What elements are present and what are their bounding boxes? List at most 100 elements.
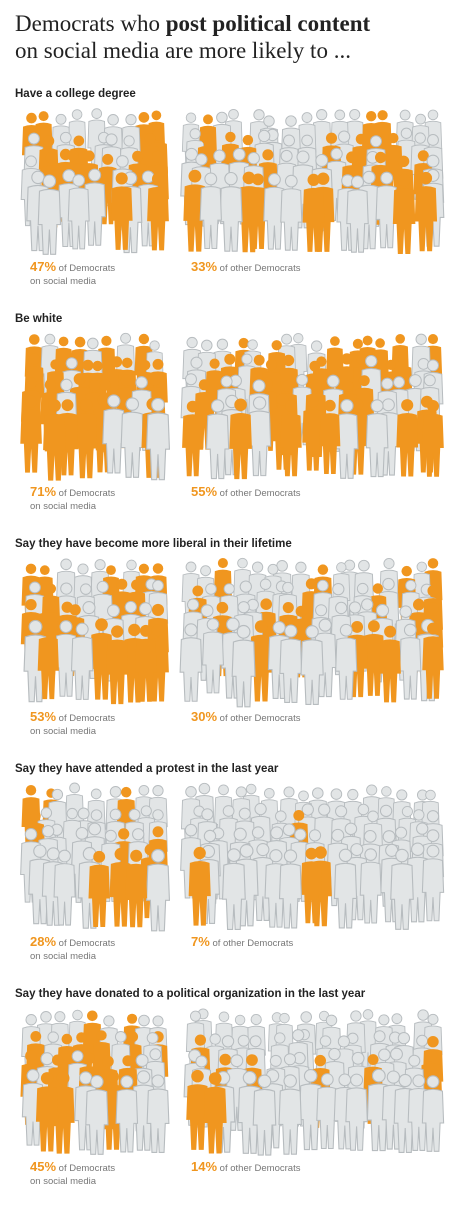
headline: Democrats who post political content on s… bbox=[15, 10, 455, 64]
group-label-line2: on social media bbox=[30, 501, 97, 512]
other-democrats-crowd bbox=[180, 332, 444, 480]
chart-section: Have a college degree 47% of Democrats on … bbox=[0, 88, 467, 313]
other-highlight-person bbox=[229, 398, 252, 480]
other-person bbox=[335, 623, 358, 700]
social-media-person bbox=[37, 174, 62, 255]
group-label-line2: on social media bbox=[30, 276, 97, 287]
group-label: of other Democrats bbox=[219, 713, 301, 724]
social-media-crowd bbox=[20, 108, 169, 255]
social-media-highlight-person bbox=[88, 850, 110, 928]
social-media-highlight-person bbox=[43, 399, 66, 481]
social-media-highlight-person bbox=[135, 624, 157, 702]
group-label: of Democrats bbox=[58, 938, 116, 949]
percent-label: 53% bbox=[30, 709, 57, 724]
other-highlight-person bbox=[302, 395, 324, 471]
other-highlight-person bbox=[249, 620, 273, 702]
other-highlight-person bbox=[280, 400, 302, 477]
social-media-highlight-person bbox=[35, 1072, 59, 1152]
social-media-person bbox=[102, 394, 126, 474]
section-title: Say they have donated to a political org… bbox=[15, 988, 366, 1000]
social-media-person bbox=[53, 849, 76, 926]
other-person bbox=[390, 848, 414, 930]
social-media-highlight-person bbox=[110, 172, 133, 250]
chart-section: Say they have donated to a political org… bbox=[0, 988, 467, 1213]
section-title: Say they have attended a protest in the … bbox=[15, 763, 279, 775]
percent-label: 33% bbox=[191, 259, 218, 274]
chart-section: Be white 71% of Democrats on social media 5… bbox=[0, 313, 467, 538]
social-media-highlight-person bbox=[147, 172, 169, 251]
chart-section: Say they have become more liberal in the… bbox=[0, 538, 467, 763]
other-democrats-stat: 14% of other Democrats bbox=[191, 1160, 391, 1175]
percent-label: 55% bbox=[191, 484, 218, 499]
headline-bold: post political content bbox=[165, 11, 371, 36]
other-person bbox=[280, 174, 303, 251]
other-person bbox=[202, 618, 224, 694]
other-democrats-crowd bbox=[183, 1008, 445, 1156]
other-person bbox=[359, 848, 382, 924]
other-highlight-person bbox=[203, 1072, 227, 1154]
other-highlight-person bbox=[302, 173, 325, 252]
other-democrats-crowd bbox=[180, 108, 445, 254]
section-title: Say they have become more liberal in the… bbox=[15, 538, 292, 550]
other-highlight-person bbox=[363, 620, 385, 696]
group-label: of Democrats bbox=[58, 713, 116, 724]
social-media-person bbox=[115, 1075, 139, 1153]
group-label: of other Democrats bbox=[219, 488, 301, 499]
other-democrats-stat: 55% of other Democrats bbox=[191, 485, 391, 500]
other-highlight-person bbox=[396, 399, 419, 477]
other-highlight-person bbox=[182, 400, 204, 477]
social-media-stat: 28% of Democrats on social media bbox=[30, 935, 170, 963]
social-media-person bbox=[120, 397, 145, 478]
other-person bbox=[231, 624, 256, 708]
headline-part1: Democrats who bbox=[15, 11, 166, 36]
other-person bbox=[421, 844, 445, 922]
group-label-line2: on social media bbox=[30, 1176, 97, 1187]
social-media-stat: 53% of Democrats on social media bbox=[30, 710, 170, 738]
other-highlight-person bbox=[186, 1069, 209, 1150]
social-media-person bbox=[145, 848, 171, 932]
percent-label: 47% bbox=[30, 259, 57, 274]
section-title: Be white bbox=[15, 313, 63, 325]
social-media-person bbox=[146, 1074, 170, 1153]
other-democrats-crowd bbox=[180, 782, 445, 931]
other-democrats-stat: 30% of other Democrats bbox=[191, 710, 391, 725]
chart-section: Say they have attended a protest in the … bbox=[0, 763, 467, 988]
other-person bbox=[247, 396, 272, 477]
social-media-person bbox=[145, 397, 171, 481]
other-highlight-person bbox=[392, 174, 416, 254]
social-media-highlight-person bbox=[125, 849, 148, 928]
percent-label: 45% bbox=[30, 1159, 57, 1174]
other-person bbox=[221, 848, 246, 931]
social-media-person bbox=[67, 174, 90, 250]
other-person bbox=[199, 172, 222, 250]
other-highlight-person bbox=[414, 171, 438, 252]
other-democrats-crowd bbox=[179, 557, 444, 708]
social-media-person bbox=[85, 1075, 109, 1155]
social-media-crowd bbox=[20, 558, 169, 705]
social-media-person bbox=[83, 168, 106, 246]
other-person bbox=[346, 175, 369, 253]
other-person bbox=[205, 399, 230, 480]
other-person bbox=[278, 849, 303, 929]
group-label: of other Democrats bbox=[219, 1163, 301, 1174]
other-person bbox=[375, 171, 398, 249]
other-person bbox=[179, 623, 203, 702]
other-highlight-person bbox=[422, 400, 444, 477]
other-highlight-person bbox=[247, 173, 269, 250]
social-media-stat: 47% of Democrats on social media bbox=[30, 260, 170, 288]
group-label: of Democrats bbox=[58, 1163, 116, 1174]
group-label-line2: on social media bbox=[30, 726, 97, 737]
group-label: of other Democrats bbox=[219, 263, 301, 274]
other-democrats-stat: 33% of other Democrats bbox=[191, 260, 391, 275]
percent-label: 28% bbox=[30, 934, 57, 949]
social-media-highlight-person bbox=[20, 395, 42, 473]
percent-label: 30% bbox=[191, 709, 218, 724]
headline-part2: on social media are more likely to ... bbox=[15, 38, 351, 63]
group-label: of Democrats bbox=[58, 263, 116, 274]
social-media-person bbox=[54, 620, 78, 697]
other-person bbox=[421, 1075, 445, 1152]
other-person bbox=[278, 1074, 302, 1155]
group-label: of Democrats bbox=[58, 488, 116, 499]
other-highlight-person bbox=[319, 399, 341, 475]
other-person bbox=[219, 171, 243, 252]
